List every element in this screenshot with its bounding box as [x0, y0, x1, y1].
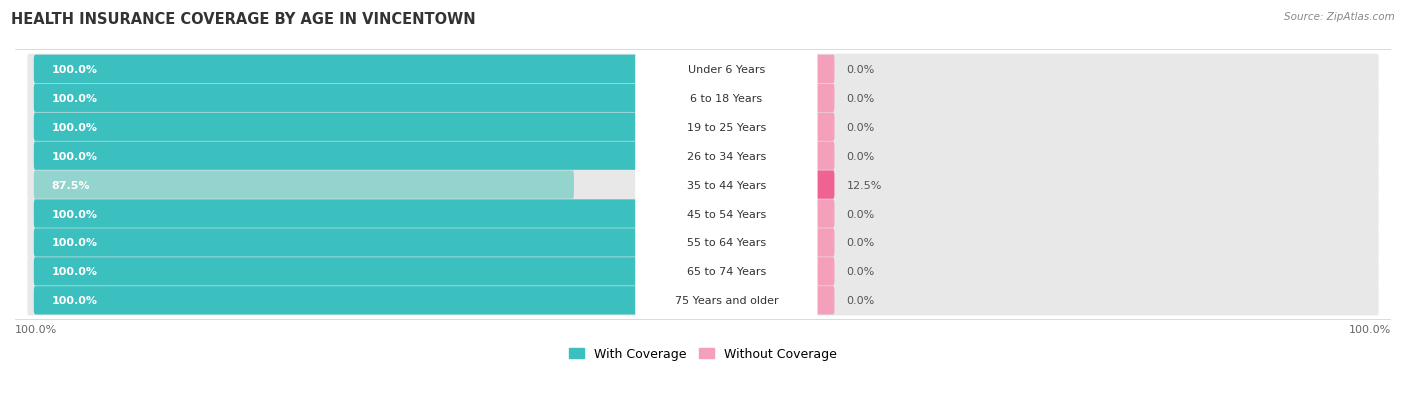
Text: 35 to 44 Years: 35 to 44 Years [686, 180, 766, 190]
FancyBboxPatch shape [27, 141, 1379, 171]
Text: 100.0%: 100.0% [52, 65, 98, 75]
Text: 65 to 74 Years: 65 to 74 Years [686, 267, 766, 277]
Text: 19 to 25 Years: 19 to 25 Years [686, 122, 766, 133]
FancyBboxPatch shape [801, 258, 834, 286]
Text: 87.5%: 87.5% [52, 180, 90, 190]
Text: 100.0%: 100.0% [52, 151, 98, 161]
Text: HEALTH INSURANCE COVERAGE BY AGE IN VINCENTOWN: HEALTH INSURANCE COVERAGE BY AGE IN VINC… [11, 12, 475, 27]
FancyBboxPatch shape [801, 142, 834, 171]
FancyBboxPatch shape [34, 258, 651, 286]
FancyBboxPatch shape [27, 112, 1379, 142]
Text: 0.0%: 0.0% [846, 238, 875, 248]
FancyBboxPatch shape [34, 55, 651, 84]
FancyBboxPatch shape [636, 285, 817, 317]
Text: 0.0%: 0.0% [846, 296, 875, 306]
Text: 55 to 64 Years: 55 to 64 Years [686, 238, 766, 248]
FancyBboxPatch shape [636, 169, 817, 201]
FancyBboxPatch shape [636, 227, 817, 259]
FancyBboxPatch shape [27, 199, 1379, 229]
Text: 0.0%: 0.0% [846, 122, 875, 133]
FancyBboxPatch shape [34, 84, 651, 113]
Legend: With Coverage, Without Coverage: With Coverage, Without Coverage [564, 342, 842, 366]
FancyBboxPatch shape [636, 140, 817, 172]
FancyBboxPatch shape [636, 198, 817, 230]
FancyBboxPatch shape [34, 113, 651, 142]
FancyBboxPatch shape [801, 171, 834, 199]
FancyBboxPatch shape [636, 111, 817, 144]
FancyBboxPatch shape [27, 228, 1379, 258]
FancyBboxPatch shape [34, 142, 651, 171]
Text: 12.5%: 12.5% [846, 180, 882, 190]
FancyBboxPatch shape [636, 256, 817, 288]
Text: 100.0%: 100.0% [52, 209, 98, 219]
FancyBboxPatch shape [636, 82, 817, 115]
FancyBboxPatch shape [27, 170, 1379, 200]
Text: 100.0%: 100.0% [1348, 324, 1391, 334]
Text: 0.0%: 0.0% [846, 151, 875, 161]
FancyBboxPatch shape [801, 229, 834, 257]
FancyBboxPatch shape [801, 113, 834, 142]
FancyBboxPatch shape [27, 83, 1379, 114]
Text: 100.0%: 100.0% [15, 324, 58, 334]
Text: 75 Years and older: 75 Years and older [675, 296, 778, 306]
Text: Under 6 Years: Under 6 Years [688, 65, 765, 75]
Text: Source: ZipAtlas.com: Source: ZipAtlas.com [1284, 12, 1395, 22]
Text: 6 to 18 Years: 6 to 18 Years [690, 93, 762, 104]
Text: 100.0%: 100.0% [52, 267, 98, 277]
Text: 0.0%: 0.0% [846, 93, 875, 104]
Text: 45 to 54 Years: 45 to 54 Years [686, 209, 766, 219]
FancyBboxPatch shape [801, 55, 834, 84]
Text: 0.0%: 0.0% [846, 65, 875, 75]
FancyBboxPatch shape [801, 287, 834, 315]
FancyBboxPatch shape [636, 54, 817, 86]
FancyBboxPatch shape [34, 229, 651, 257]
Text: 100.0%: 100.0% [52, 296, 98, 306]
Text: 26 to 34 Years: 26 to 34 Years [686, 151, 766, 161]
FancyBboxPatch shape [801, 200, 834, 228]
Text: 0.0%: 0.0% [846, 209, 875, 219]
FancyBboxPatch shape [27, 285, 1379, 316]
Text: 100.0%: 100.0% [52, 238, 98, 248]
FancyBboxPatch shape [34, 171, 574, 199]
Text: 0.0%: 0.0% [846, 267, 875, 277]
FancyBboxPatch shape [34, 287, 651, 315]
FancyBboxPatch shape [801, 84, 834, 113]
FancyBboxPatch shape [27, 257, 1379, 287]
FancyBboxPatch shape [34, 200, 651, 228]
Text: 100.0%: 100.0% [52, 122, 98, 133]
FancyBboxPatch shape [27, 55, 1379, 85]
Text: 100.0%: 100.0% [52, 93, 98, 104]
